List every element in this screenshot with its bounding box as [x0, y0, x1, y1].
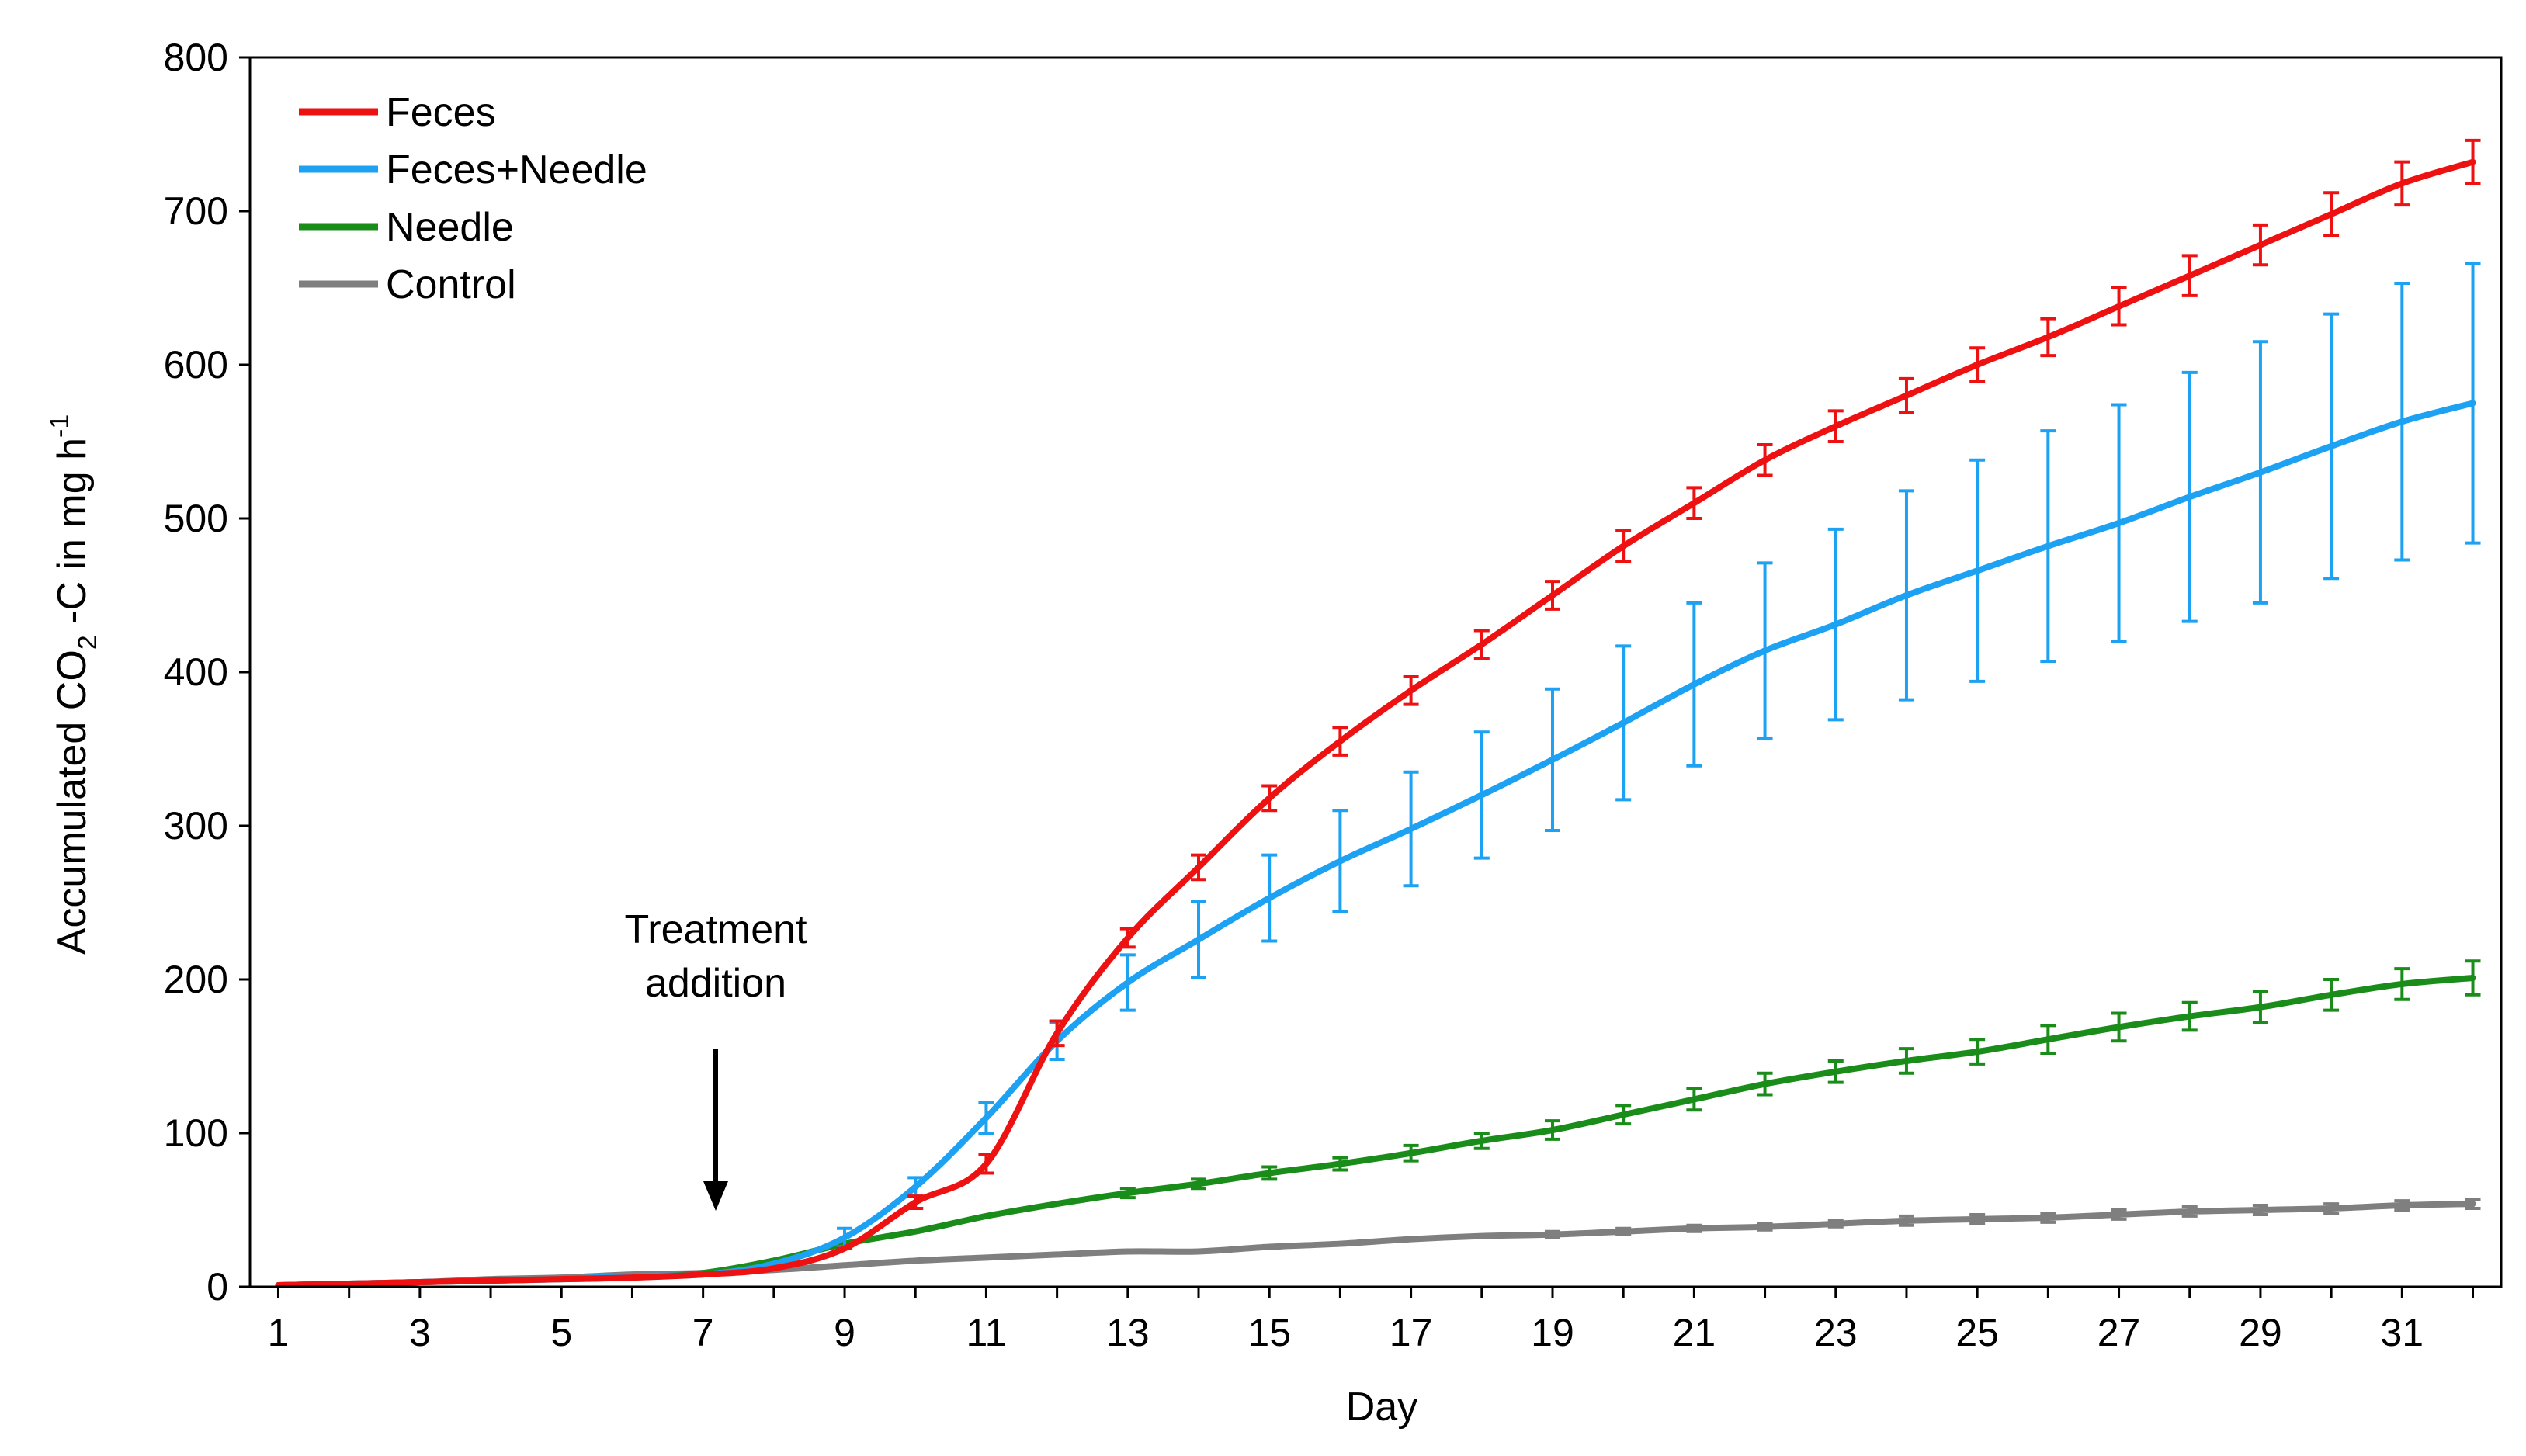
- x-tick-label: 9: [834, 1311, 855, 1354]
- x-tick-label: 13: [1106, 1311, 1150, 1354]
- series-line-feces-needle: [275, 400, 2476, 1289]
- annotation-line-1: Treatment: [624, 907, 807, 952]
- legend-label-feces-needle: Feces+Needle: [386, 147, 647, 192]
- treatment-annotation: Treatment addition: [624, 907, 807, 1211]
- series-feces: [275, 138, 2481, 1289]
- series-control: [275, 1198, 2481, 1289]
- x-tick-label: 15: [1247, 1311, 1291, 1354]
- x-tick-label: 27: [2097, 1311, 2141, 1354]
- x-axis-title: Day: [1346, 1385, 1417, 1430]
- x-tick-label: 31: [2381, 1311, 2424, 1354]
- series-feces-needle: [275, 262, 2481, 1289]
- x-tick-label: 1: [268, 1311, 290, 1354]
- plot-frame: [248, 56, 2503, 1288]
- y-tick-label: 300: [164, 804, 228, 848]
- legend-label-needle: Needle: [386, 205, 514, 250]
- svg-text:Accumulated CO2 -C in mg h-1: Accumulated CO2 -C in mg h-1: [45, 414, 102, 955]
- y-tick-label: 500: [164, 497, 228, 540]
- x-tick-label: 11: [966, 1311, 1006, 1354]
- x-tick-label: 19: [1531, 1311, 1574, 1354]
- y-axis-title-prefix: Accumulated CO: [50, 650, 95, 955]
- series-needle: [275, 959, 2481, 1289]
- legend-label-control: Control: [386, 262, 516, 307]
- y-tick-label: 0: [206, 1265, 228, 1309]
- x-tick-label: 25: [1955, 1311, 1999, 1354]
- y-tick-label: 800: [164, 36, 228, 79]
- plot-area: [275, 138, 2481, 1289]
- legend: Feces Feces+Needle Needle Control: [299, 90, 647, 307]
- legend-label-feces: Feces: [386, 90, 496, 135]
- y-tick-label: 400: [164, 650, 228, 694]
- series-line-control: [275, 1201, 2476, 1289]
- annotation-line-2: addition: [645, 961, 786, 1006]
- y-axis-title-superscript: -1: [45, 414, 75, 438]
- x-tick-label: 7: [692, 1311, 714, 1354]
- x-tick-label: 3: [409, 1311, 431, 1354]
- x-tick-label: 29: [2239, 1311, 2282, 1354]
- annotation-arrow-head: [703, 1181, 728, 1211]
- y-tick-label: 100: [164, 1111, 228, 1155]
- series-line-feces: [275, 158, 2476, 1289]
- y-axis-title-middle: -C in mg h: [50, 438, 95, 635]
- y-tick-label: 200: [164, 958, 228, 1001]
- x-tick-label: 17: [1390, 1311, 1433, 1354]
- x-tick-label: 23: [1814, 1311, 1858, 1354]
- x-tick-label: 5: [550, 1311, 572, 1354]
- y-tick-label: 600: [164, 343, 228, 387]
- y-tick-label: 700: [164, 189, 228, 233]
- y-axis-title-subscript: 2: [73, 635, 102, 650]
- y-axis-title: Accumulated CO2 -C in mg h-1: [45, 414, 102, 955]
- x-tick-label: 21: [1673, 1311, 1716, 1354]
